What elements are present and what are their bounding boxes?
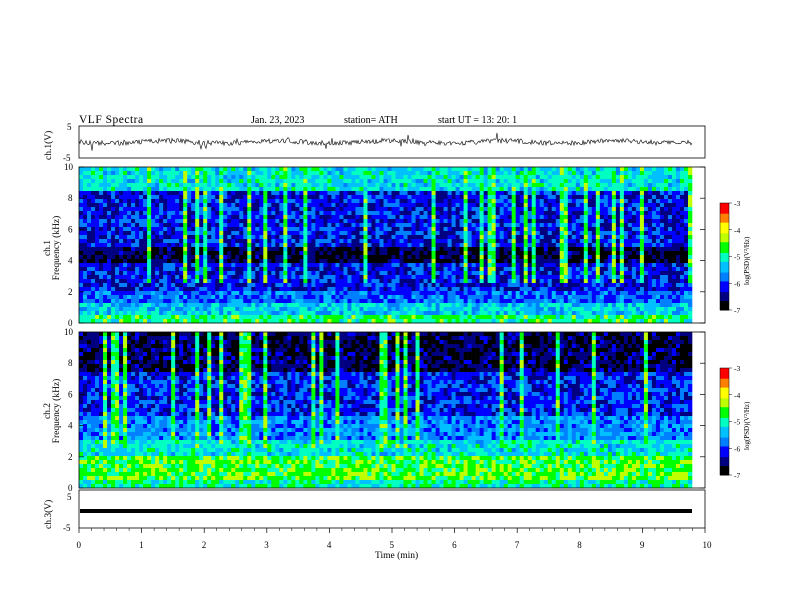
ch2-spectrogram-image xyxy=(79,332,705,489)
x-tick-label: 0 xyxy=(77,540,82,550)
ch1-waveform-panel: 5 -5 ch.1(V) xyxy=(43,122,706,163)
chart-title: VLF Spectra xyxy=(79,114,144,126)
colorbar-tick: -7 xyxy=(734,471,740,480)
ch1-waveform-line xyxy=(78,132,693,151)
x-tick-label: 7 xyxy=(515,540,520,550)
colorbar-tick: -6 xyxy=(734,279,740,288)
y-tick-label: 6 xyxy=(68,224,73,234)
y-tick-label: 10 xyxy=(64,327,74,337)
colorbar-tick: -3 xyxy=(734,364,740,373)
x-tick-label: 1 xyxy=(139,540,144,550)
colorbar-tick: -5 xyxy=(734,418,740,427)
x-tick-label: 10 xyxy=(703,540,713,550)
y-tick-label: 0 xyxy=(68,483,73,493)
x-tick-label: 4 xyxy=(327,540,332,550)
station-label: station= ATH xyxy=(344,115,398,126)
ch2-spectrogram-frame xyxy=(78,331,706,489)
colorbar-tick: -7 xyxy=(734,306,740,315)
colorbar-tick: -6 xyxy=(734,444,740,453)
colorbar-tick: -4 xyxy=(734,391,740,400)
colorbar-tick: -4 xyxy=(734,226,740,235)
x-tick-label: 8 xyxy=(577,540,582,550)
colorbar-tick: -3 xyxy=(734,199,740,208)
colorbar-tick: -5 xyxy=(734,253,740,262)
time-axis: 0 1 2 3 4 5 6 7 8 9 10 xyxy=(77,528,713,550)
x-tick-label: 9 xyxy=(640,540,645,550)
y-tick-label: 8 xyxy=(68,193,73,203)
ch3-waveform-panel: 5 -5 ch.3(V) xyxy=(43,489,706,533)
x-tick-label: 6 xyxy=(452,540,457,550)
ch1-ylabel-channel: ch.1 xyxy=(43,240,53,256)
y-tick-label: 4 xyxy=(68,256,73,266)
x-tick-label: 5 xyxy=(390,540,395,550)
x-tick-label: 2 xyxy=(202,540,207,550)
ch2-ylabel-channel: ch.2 xyxy=(43,403,53,419)
ch2-ylabel-frequency: Frequency (kHz) xyxy=(51,379,62,444)
start-time-label: start UT = 13: 20: 1 xyxy=(438,115,517,126)
ch1-ytick-5: 5 xyxy=(67,122,72,132)
y-tick-label: 0 xyxy=(68,318,73,328)
ch1-ylabel: ch.1(V) xyxy=(43,131,54,160)
x-tick-label: 3 xyxy=(264,540,269,550)
ch3-ytick-5: 5 xyxy=(67,492,72,502)
y-tick-label: 2 xyxy=(68,287,73,297)
ch1-colorbar: -3 -4 -5 -6 -7 log(PSD)(V²/Hz) xyxy=(719,199,751,315)
ch1-spectrogram-frame xyxy=(78,166,706,324)
ch1-spectrogram-panel: 0 2 4 6 8 10 ch.1 Frequency (kHz) xyxy=(43,162,706,328)
y-tick-label: 4 xyxy=(68,421,73,431)
ch2-colorbar-label: log(PSD)(V²/Hz) xyxy=(743,401,751,450)
y-tick-label: 6 xyxy=(68,389,73,399)
ch3-ylabel: ch.3(V) xyxy=(43,500,54,529)
ch3-ytick-neg5: -5 xyxy=(63,523,71,533)
ch1-ylabel-frequency: Frequency (kHz) xyxy=(51,216,62,281)
ch2-spectrogram-panel: 0 2 4 6 8 10 ch.2 Frequency (kHz) xyxy=(43,327,706,493)
ch3-waveform-line xyxy=(80,509,692,513)
y-tick-label: 2 xyxy=(68,452,73,462)
y-tick-label: 8 xyxy=(68,358,73,368)
ch1-spectrogram-image xyxy=(79,167,705,324)
ch1-waveform-frame xyxy=(78,125,706,159)
ch2-colorbar: -3 -4 -5 -6 -7 log(PSD)(V²/Hz) xyxy=(719,364,751,480)
ch1-colorbar-label: log(PSD)(V²/Hz) xyxy=(743,236,751,285)
ch1-ytick-neg5: -5 xyxy=(63,153,71,163)
date-label: Jan. 23, 2023 xyxy=(251,115,304,126)
y-tick-label: 10 xyxy=(64,162,74,172)
time-axis-label: Time (min) xyxy=(375,550,418,561)
